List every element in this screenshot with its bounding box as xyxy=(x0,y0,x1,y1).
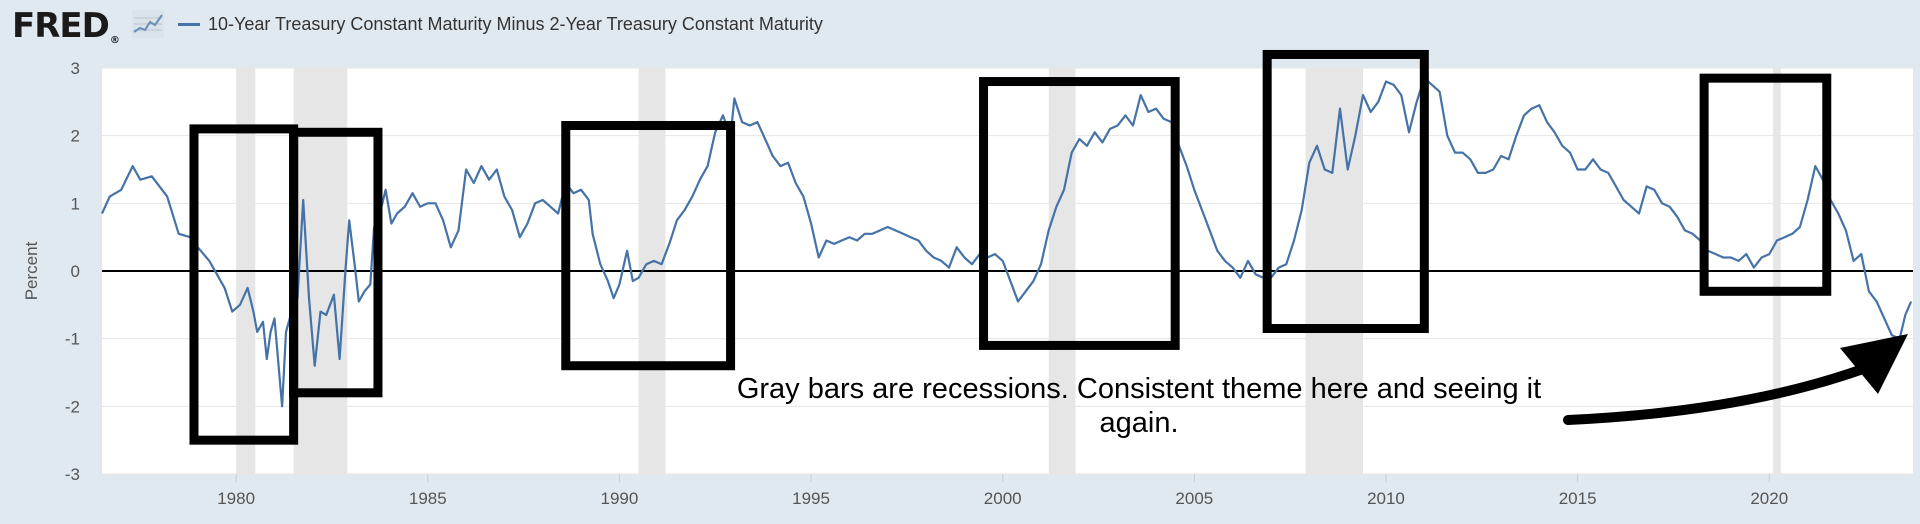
annotation-box xyxy=(289,127,383,398)
x-tick-label: 1995 xyxy=(792,489,830,508)
y-tick-label: 2 xyxy=(71,127,80,146)
y-tick-label: 0 xyxy=(71,262,80,281)
x-tick-label: 2015 xyxy=(1559,489,1597,508)
annotation-arrowhead xyxy=(1840,334,1908,394)
y-tick-label: -1 xyxy=(65,330,80,349)
x-tick-label: 2020 xyxy=(1750,489,1788,508)
chart-header: FRED® 10-Year Treasury Constant Maturity… xyxy=(0,0,1920,50)
x-tick-label: 1980 xyxy=(217,489,255,508)
y-tick-label: -3 xyxy=(65,465,80,484)
y-tick-label: 3 xyxy=(71,59,80,78)
annotation-text-line-2: again. xyxy=(1099,407,1178,439)
legend-swatch xyxy=(178,22,200,26)
chart-legend[interactable]: 10-Year Treasury Constant Maturity Minus… xyxy=(178,12,823,36)
x-tick-label: 1985 xyxy=(409,489,447,508)
annotation-box xyxy=(561,121,736,371)
annotation-box xyxy=(979,77,1180,350)
fred-logo[interactable]: FRED® xyxy=(12,6,120,46)
x-tick-label: 2010 xyxy=(1367,489,1405,508)
annotation-box xyxy=(1699,73,1832,296)
y-axis-label: Percent xyxy=(22,241,41,300)
y-tick-label: -2 xyxy=(65,397,80,416)
y-tick-label: 1 xyxy=(71,194,80,213)
mini-line-chart-icon xyxy=(132,10,164,38)
legend-label: 10-Year Treasury Constant Maturity Minus… xyxy=(208,13,823,34)
x-tick-label: 1990 xyxy=(601,489,639,508)
annotation-box xyxy=(1262,49,1429,334)
x-tick-label: 2000 xyxy=(984,489,1022,508)
x-tick-label: 2005 xyxy=(1175,489,1213,508)
annotation-text-line-1: Gray bars are recessions. Consistent the… xyxy=(737,373,1541,405)
annotation-arrow xyxy=(1563,365,1865,425)
